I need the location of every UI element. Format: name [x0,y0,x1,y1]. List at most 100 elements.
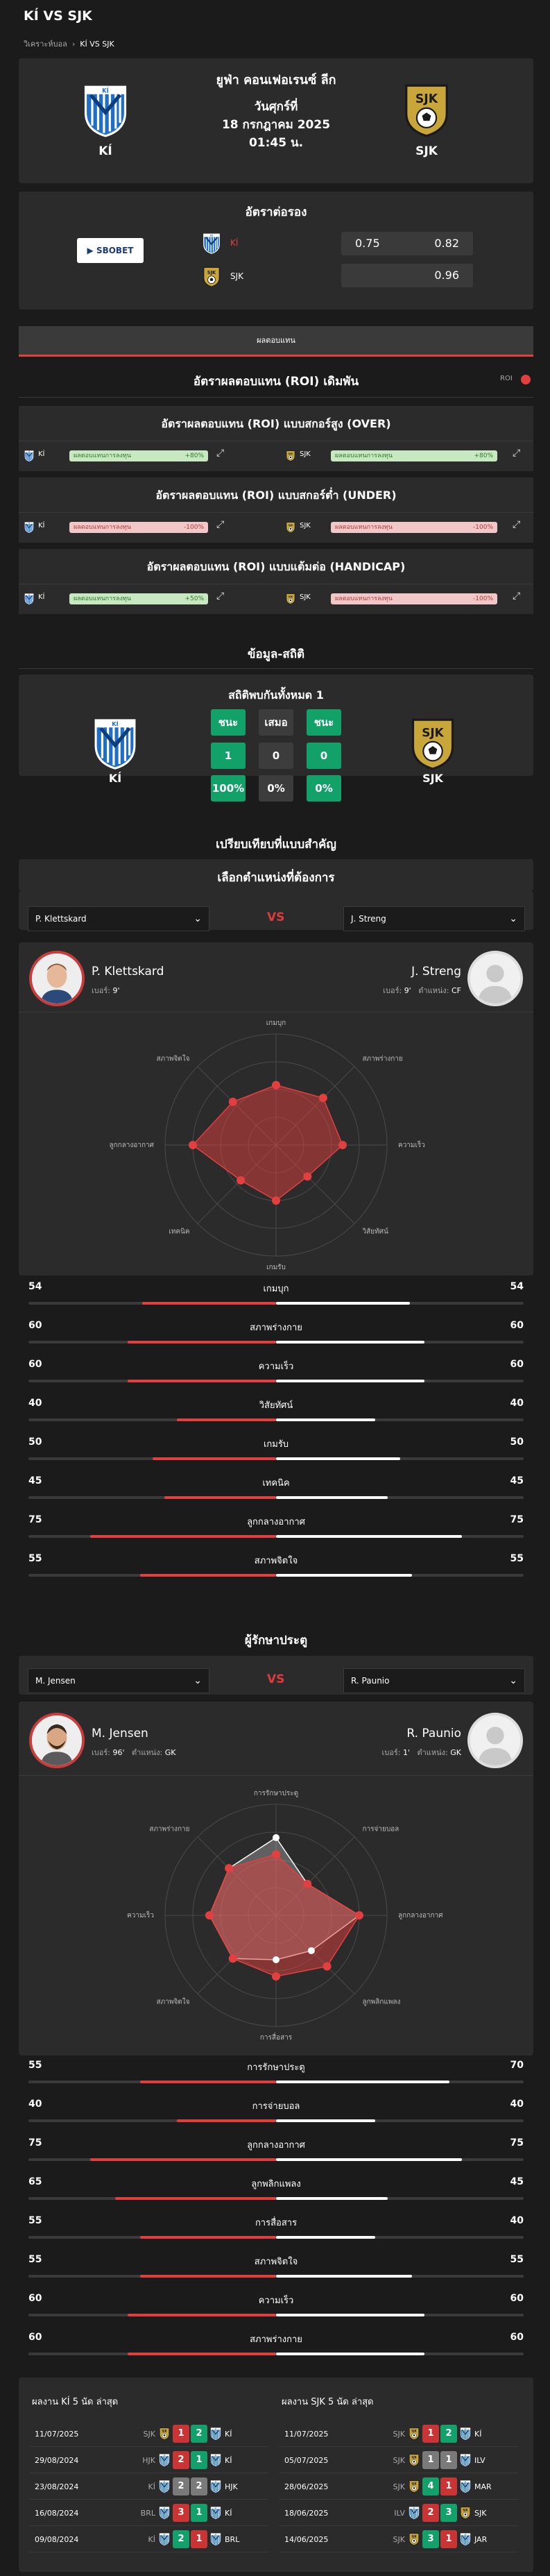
breadcrumb-home[interactable]: วิเคราะห์บอล [24,40,67,49]
chevron-down-icon: ⌄ [194,1675,202,1686]
stat-home-bar [139,2236,276,2239]
recent-match-row[interactable]: 23/08/2024 KÍ 2 2 HJK [29,2473,268,2500]
roi-away-team: SJK [300,450,311,458]
radar-axis-label: สภาพร่างกาย [362,1056,402,1063]
team-logo [209,2533,222,2545]
bookmaker-badge[interactable]: ▶ SBOBET [77,238,144,263]
away-team-name: SJK [415,144,438,158]
stat-away-value: 75 [510,1514,524,1525]
radar-axis-label: ลูกพลิกแพลง [362,1998,400,2006]
odds-away-line-box[interactable]: 0.96 [341,264,473,287]
page-header: KÍ VS SJK วิเคราะห์บอล › KÍ VS SJK [0,0,550,57]
away-pos: CF [451,986,461,995]
recent-match-away: KÍ [225,2430,232,2439]
stat-home-value: 60 [28,2293,42,2304]
roi-title: อัตราผลตอบแทน (ROI) เดิมพัน [193,375,359,389]
stat-away-value: 40 [510,2099,524,2110]
home-recent-title: ผลงาน KÍ 5 นัด ล่าสุด [32,2397,119,2407]
roi-away-pill: ผลตอบแทนการลงทุน -100% [331,593,497,604]
team-logo [459,2454,472,2466]
team-logo [459,2480,472,2493]
team-logo [158,2427,171,2440]
tab-returns[interactable]: ผลตอบแทน [19,326,533,357]
recent-score-home: 3 [422,2530,439,2548]
radar-axis-label: ความเร็ว [127,1910,154,1920]
stat-row: 65 45 ลูกพลิกแพลง [19,2169,533,2208]
stat-name: เกมบุก [263,1284,289,1294]
recent-match-row[interactable]: 18/06/2025 ILV 2 3 SJK [279,2500,518,2526]
stat-name: ลูกกลางอากาศ [247,2140,305,2151]
h2h-away-name: SJK [422,772,443,785]
expand-icon[interactable]: ⤢ [216,591,225,602]
radar-axis-label: เทคนิค [169,1228,189,1235]
stat-away-value: 70 [510,2060,524,2071]
stat-away-bar [276,1341,425,1344]
stat-away-value: 60 [510,1359,524,1370]
radar-axis-label: การรักษาประตู [254,1790,298,1797]
gk-title: ผู้รักษาประตู [244,1634,308,1647]
recent-score-home: 1 [173,2425,189,2443]
h2h-title: สถิติพบกันทั้งหมด 1 [228,688,324,702]
roi-away-team: SJK [300,522,311,529]
roi-home-pill: ผลตอบแทนการลงทุน -100% [69,522,208,533]
stat-home-value: 55 [28,2215,42,2226]
roi-section-divider [19,512,533,513]
recent-match-home: KÍ [148,2482,155,2491]
expand-icon[interactable]: ⤢ [513,448,521,459]
roi-away-logo [286,593,295,604]
recent-score-home: 3 [173,2504,189,2522]
roi-away-label: ผลตอบแทนการลงทุน [335,524,393,531]
league-name: ยูฟ่า คอนเฟอเรนซ์ ลีก [216,73,336,87]
recent-match-row[interactable]: 11/07/2025 SJK 1 2 KÍ [29,2421,268,2447]
breadcrumb-current: KÍ VS SJK [80,40,114,49]
h2h-away-pct: 0% [307,775,341,802]
team-logo [158,2533,171,2545]
recent-match-home: ILV [394,2509,405,2518]
radar-axis-label: สภาพร่างกาย [149,1826,189,1833]
odds-home-line-box[interactable]: 0.75 0.82 [341,232,473,255]
recent-score-away: 2 [440,2425,457,2443]
roi-divider [19,397,533,398]
radar-home-point [318,1094,327,1103]
away-player-select-value: J. Streng [351,914,386,924]
recent-match-row[interactable]: 29/08/2024 HJK 2 1 KÍ [29,2447,268,2473]
recent-match-row[interactable]: 11/07/2025 SJK 1 2 KÍ [279,2421,518,2447]
expand-icon[interactable]: ⤢ [216,519,225,530]
away-gk-pos-label: ตำแหน่ง: [417,1748,448,1757]
recent-match-row[interactable]: 09/08/2024 KÍ 2 1 BRL [29,2526,268,2552]
expand-icon[interactable]: ⤢ [513,519,521,530]
away-player-select[interactable]: J. Streng ⌄ [343,906,525,931]
recent-match-row[interactable]: 28/06/2025 SJK 4 1 MAR [279,2473,518,2500]
stat-name: เทคนิค [262,1478,290,1489]
recent-match-row[interactable]: 05/07/2025 SJK 1 1 ILV [279,2447,518,2473]
odds-away-price: 0.96 [434,269,459,282]
roi-section: อัตราผลตอบแทน (ROI) แบบแต้มต่อ (HANDICAP… [19,549,533,614]
team-logo [158,2454,171,2466]
expand-icon[interactable]: ⤢ [216,448,225,459]
away-gk-avatar [467,1713,523,1768]
recent-match-row[interactable]: 16/08/2024 BRL 3 1 KÍ [29,2500,268,2526]
odds-home-team: KÍ [230,238,239,248]
recent-match-date: 23/08/2024 [35,2482,79,2491]
stat-away-bar [276,2081,449,2083]
stat-row: 40 40 วิสัยทัศน์ [19,1391,533,1430]
stat-name: การจ่ายบอล [252,2101,300,2112]
away-player-avatar [467,951,523,1006]
home-player-meta: เบอร์: 9' [92,984,120,997]
home-gk-select[interactable]: M. Jensen ⌄ [28,1668,209,1693]
roi-away-logo [286,450,295,461]
h2h-home-name: KÍ [108,772,122,785]
team-logo [408,2427,420,2440]
away-number-label: เบอร์: [383,986,402,995]
stat-away-bar [276,1535,462,1538]
recent-match-home: HJK [142,2456,155,2465]
recent-match-row[interactable]: 14/06/2025 SJK 3 1 JAR [279,2526,518,2552]
home-player-select[interactable]: P. Klettskard ⌄ [28,906,209,931]
stat-home-bar [152,1457,276,1460]
radar-home-point [272,1081,280,1090]
choose-position-title: เลือกตำแหน่งที่ต้องการ [217,871,335,885]
expand-icon[interactable]: ⤢ [513,591,521,602]
roi-toggle[interactable] [521,375,531,384]
recent-match-home: SJK [143,2430,155,2439]
away-gk-select[interactable]: R. Paunio ⌄ [343,1668,525,1693]
